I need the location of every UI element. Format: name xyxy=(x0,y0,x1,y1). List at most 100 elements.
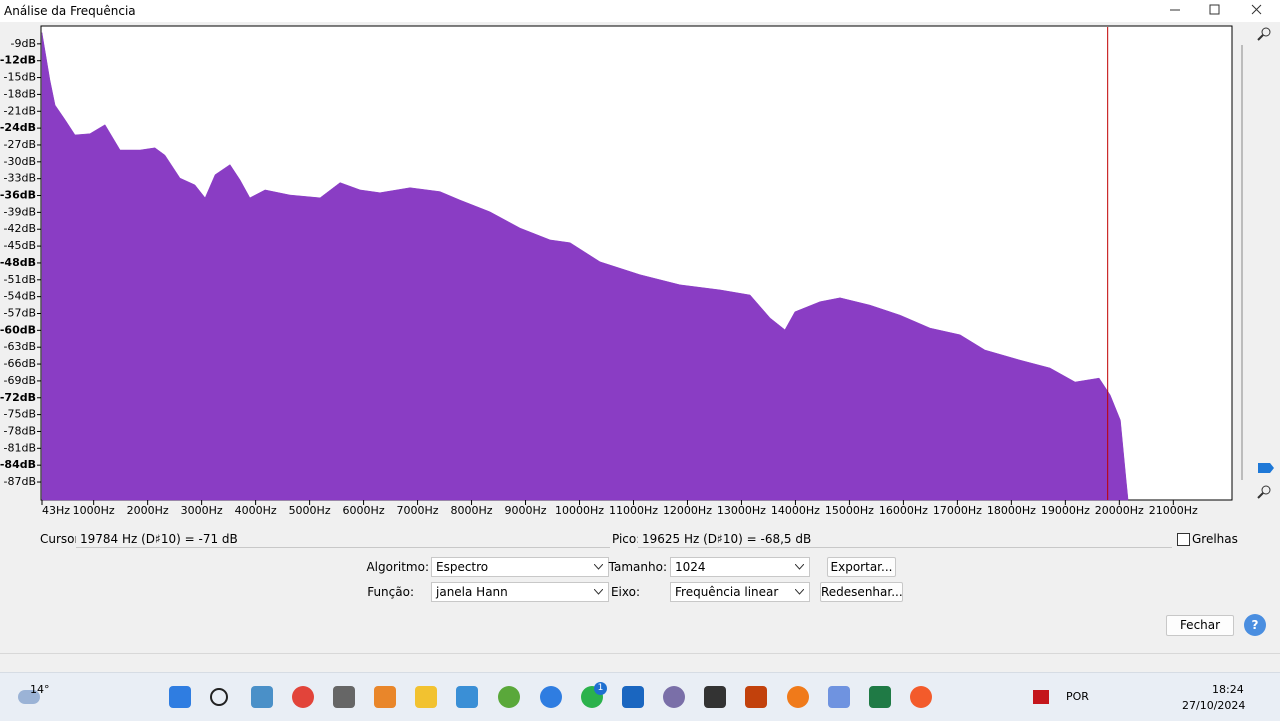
app-icon[interactable] xyxy=(745,686,767,708)
y-tick-label: -39dB xyxy=(4,205,37,218)
x-tick-label: 5000Hz xyxy=(289,504,331,517)
y-tick-label: -63dB xyxy=(4,340,37,353)
y-tick-label: -42dB xyxy=(4,222,37,235)
y-tick-label: -57dB xyxy=(4,306,37,319)
clock-date[interactable]: 27/10/2024 xyxy=(1182,699,1246,712)
cursor-value: 19784 Hz (D♯10) = -71 dB xyxy=(76,530,610,548)
app-icon[interactable] xyxy=(251,686,273,708)
x-tick-label: 3000Hz xyxy=(181,504,223,517)
spectrum-chart: -9dB -12dB -15dB -18dB -21dB -24dB -27dB -30dB -… xyxy=(0,25,1274,517)
dropdown-arrow xyxy=(795,564,804,570)
title-bar xyxy=(0,0,1280,22)
y-tick-label: -84dB xyxy=(0,458,36,471)
peak-label: Pico: xyxy=(612,532,641,546)
algorithm-label: Algoritmo: xyxy=(366,560,429,574)
cursor-label: Cursor: xyxy=(40,532,84,546)
y-tick-label: -81dB xyxy=(4,441,37,454)
x-tick-label: 13000Hz xyxy=(717,504,766,517)
axis-label: Eixo: xyxy=(610,585,640,599)
chrome-icon[interactable] xyxy=(292,686,314,708)
redraw-button[interactable]: Redesenhar... xyxy=(820,582,903,602)
axis-select[interactable]: Frequência linear xyxy=(670,582,810,602)
audacity-icon[interactable] xyxy=(787,686,809,708)
help-app-icon[interactable] xyxy=(540,686,562,708)
app-icon[interactable] xyxy=(828,686,850,708)
y-tick-label: -24dB xyxy=(0,121,36,134)
search-button[interactable] xyxy=(210,688,228,706)
language[interactable]: POR xyxy=(1066,690,1089,703)
y-tick-label: -33dB xyxy=(4,172,37,185)
utorrent-icon[interactable] xyxy=(498,686,520,708)
y-tick-label: -36dB xyxy=(0,189,36,202)
size-label: Tamanho: xyxy=(608,560,667,574)
function-select[interactable]: janela Hann xyxy=(431,582,609,602)
firefox-icon[interactable] xyxy=(910,686,932,708)
explorer-icon[interactable] xyxy=(415,686,437,708)
x-tick-label: 18000Hz xyxy=(987,504,1036,517)
separator xyxy=(0,653,1280,654)
close-window[interactable] xyxy=(1251,4,1262,15)
peak-value: 19625 Hz (D♯10) = -68,5 dB xyxy=(638,530,1172,548)
algorithm-select[interactable]: Espectro xyxy=(431,557,609,577)
app-icon[interactable] xyxy=(456,686,478,708)
y-tick-label: -54dB xyxy=(4,290,37,303)
window-title: Análise da Frequência xyxy=(4,4,136,18)
x-tick-label: 14000Hz xyxy=(771,504,820,517)
spectrum-area xyxy=(41,32,1129,501)
x-tick-label: 17000Hz xyxy=(933,504,982,517)
export-button[interactable]: Exportar... xyxy=(827,557,896,577)
y-tick-label: -69dB xyxy=(4,374,37,387)
restore[interactable] xyxy=(1209,4,1220,15)
start-button[interactable] xyxy=(169,686,191,708)
y-tick-label: -9dB xyxy=(11,37,37,50)
help-button[interactable]: ? xyxy=(1244,614,1266,636)
y-tick-label: -12dB xyxy=(0,54,36,67)
size-value: 1024 xyxy=(675,560,706,574)
x-tick-label: 6000Hz xyxy=(343,504,385,517)
y-tick-label: -30dB xyxy=(4,155,37,168)
zoom-control[interactable] xyxy=(1241,27,1274,499)
close-button[interactable]: Fechar xyxy=(1166,615,1234,636)
dropdown-arrow xyxy=(594,589,603,595)
y-tick-label: -18dB xyxy=(4,87,37,100)
x-tick-label: 11000Hz xyxy=(609,504,658,517)
grid-checkbox[interactable] xyxy=(1177,533,1190,546)
calculator-icon[interactable] xyxy=(333,686,355,708)
excel-icon[interactable] xyxy=(869,686,891,708)
y-tick-label: -72dB xyxy=(0,391,36,404)
x-tick-label: 20000Hz xyxy=(1095,504,1144,517)
x-tick-label: 15000Hz xyxy=(825,504,874,517)
y-tick-label: -66dB xyxy=(4,357,37,370)
y-tick-label: -48dB xyxy=(0,256,36,269)
size-select[interactable]: 1024 xyxy=(670,557,810,577)
audio-app-icon[interactable] xyxy=(704,686,726,708)
y-tick-label: -60dB xyxy=(0,323,36,336)
window-buttons[interactable] xyxy=(1160,0,1280,22)
app-icon[interactable] xyxy=(663,686,685,708)
y-tick-label: -21dB xyxy=(4,104,37,117)
x-tick-label: 16000Hz xyxy=(879,504,928,517)
notification-badge: 1 xyxy=(594,682,607,695)
grid-label: Grelhas xyxy=(1192,532,1238,546)
x-tick-label: 21000Hz xyxy=(1149,504,1198,517)
algorithm-value: Espectro xyxy=(436,560,489,574)
x-tick-label: 43Hz xyxy=(42,504,70,517)
weather-temp: 14° xyxy=(30,683,50,696)
clock-time[interactable]: 18:24 xyxy=(1212,683,1244,696)
media-icon[interactable] xyxy=(374,686,396,708)
x-tick-label: 2000Hz xyxy=(127,504,169,517)
outlook-icon[interactable] xyxy=(622,686,644,708)
function-label: Função: xyxy=(367,585,414,599)
tray-icon[interactable] xyxy=(1033,690,1049,704)
y-tick-label: -27dB xyxy=(4,138,37,151)
weather-icon[interactable] xyxy=(18,690,40,704)
x-tick-label: 1000Hz xyxy=(73,504,115,517)
x-tick-label: 19000Hz xyxy=(1041,504,1090,517)
dropdown-arrow xyxy=(795,589,804,595)
y-tick-label: -78dB xyxy=(4,424,37,437)
x-tick-label: 7000Hz xyxy=(397,504,439,517)
axis-value: Frequência linear xyxy=(675,585,779,599)
x-tick-label: 4000Hz xyxy=(235,504,277,517)
x-tick-label: 9000Hz xyxy=(505,504,547,517)
